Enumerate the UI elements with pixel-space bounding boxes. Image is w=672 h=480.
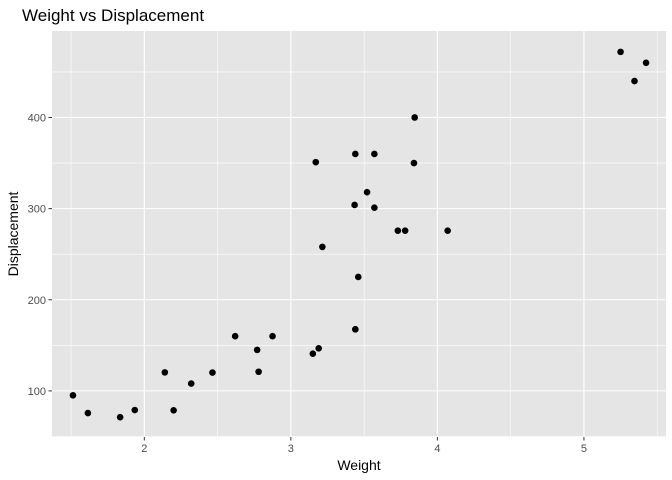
- data-point: [617, 48, 624, 56]
- data-point: [253, 346, 261, 354]
- x-axis: 2 3 4 5: [141, 437, 587, 455]
- data-point: [187, 380, 195, 387]
- data-point: [231, 332, 239, 340]
- data-point: [319, 243, 326, 251]
- data-point: [131, 406, 139, 414]
- y-tick-label: 100: [28, 386, 46, 398]
- data-point: [401, 227, 409, 234]
- data-point: [312, 158, 320, 166]
- data-point: [411, 114, 418, 121]
- data-point: [209, 369, 216, 376]
- data-point: [631, 77, 638, 85]
- data-points: [69, 48, 650, 421]
- data-point: [269, 332, 276, 340]
- data-point: [371, 150, 378, 158]
- data-point: [315, 345, 323, 352]
- major-gridlines: [52, 31, 666, 437]
- data-point: [371, 204, 378, 212]
- data-point: [352, 325, 359, 333]
- y-axis: 100 200 300 400: [28, 112, 52, 398]
- data-point: [642, 59, 650, 67]
- x-tick-label: 2: [141, 443, 147, 455]
- plot-panel: [52, 31, 666, 437]
- data-point: [352, 150, 359, 158]
- data-point: [161, 369, 169, 376]
- data-point: [170, 406, 177, 414]
- x-tick-label: 5: [581, 443, 587, 455]
- data-point: [69, 392, 77, 399]
- y-tick-label: 400: [28, 112, 46, 124]
- data-point: [351, 201, 358, 209]
- data-point: [410, 159, 418, 167]
- chart-title: Weight vs Displacement: [22, 6, 204, 25]
- data-point: [84, 409, 92, 417]
- data-point: [116, 413, 124, 421]
- x-tick-label: 3: [288, 443, 294, 455]
- data-point: [394, 227, 402, 234]
- data-point: [255, 368, 262, 376]
- minor-gridlines: [52, 31, 666, 437]
- data-point: [363, 188, 371, 196]
- data-point: [309, 350, 317, 358]
- data-point: [444, 227, 451, 234]
- y-tick-label: 200: [28, 295, 46, 307]
- y-tick-label: 300: [28, 204, 46, 216]
- data-point: [354, 273, 362, 281]
- x-tick-label: 4: [434, 443, 440, 455]
- x-axis-title: Weight: [337, 457, 380, 473]
- y-axis-title: Displacement: [5, 191, 21, 276]
